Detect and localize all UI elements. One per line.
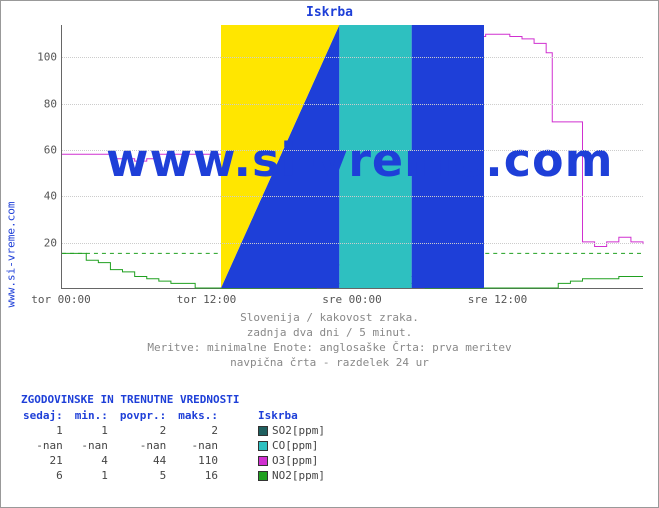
table-row: -nan-nan-nan-nanCO[ppm] [21, 438, 335, 453]
chart-caption: Slovenija / kakovost zraka.zadnja dva dn… [1, 311, 658, 370]
stats-cell: 110 [176, 453, 228, 468]
stats-cell: 21 [21, 453, 73, 468]
table-row: 1122SO2[ppm] [21, 423, 335, 438]
x-tick-label: sre 00:00 [322, 293, 382, 306]
stats-col-header: min.: [73, 408, 118, 423]
stats-block: ZGODOVINSKE IN TRENUTNE VREDNOSTI sedaj:… [21, 393, 335, 483]
stats-cell: 1 [73, 468, 118, 483]
stats-col-header: Iskrba [228, 408, 335, 423]
stats-cell: -nan [21, 438, 73, 453]
y-axis-label-text: www.si-vreme.com [5, 201, 18, 307]
y-tick-label: 40 [31, 190, 57, 203]
color-swatch [258, 471, 268, 481]
stats-cell: 4 [73, 453, 118, 468]
stats-table: sedaj:min.:povpr.:maks.:Iskrba 1122SO2[p… [21, 408, 335, 483]
y-tick-label: 20 [31, 236, 57, 249]
stats-col-header: povpr.: [118, 408, 176, 423]
gridline [62, 196, 643, 197]
series-label-cell: NO2[ppm] [228, 468, 335, 483]
stats-cell: 1 [21, 423, 73, 438]
series-label-cell: CO[ppm] [228, 438, 335, 453]
caption-line: zadnja dva dni / 5 minut. [1, 326, 658, 341]
x-tick-label: tor 12:00 [177, 293, 237, 306]
stats-cell: 1 [73, 423, 118, 438]
stats-cell: 2 [176, 423, 228, 438]
stats-col-header: sedaj: [21, 408, 73, 423]
y-tick-label: 60 [31, 144, 57, 157]
stats-title: ZGODOVINSKE IN TRENUTNE VREDNOSTI [21, 393, 335, 406]
table-row: 21444110O3[ppm] [21, 453, 335, 468]
x-tick-label: tor 00:00 [31, 293, 91, 306]
stats-cell: 2 [118, 423, 176, 438]
plot-svg [62, 25, 643, 288]
stats-header-row: sedaj:min.:povpr.:maks.:Iskrba [21, 408, 335, 423]
gridline [62, 104, 643, 105]
table-row: 61516NO2[ppm] [21, 468, 335, 483]
stats-cell: 5 [118, 468, 176, 483]
y-tick-label: 80 [31, 97, 57, 110]
color-swatch [258, 441, 268, 451]
stats-cell: 16 [176, 468, 228, 483]
stats-cell: 6 [21, 468, 73, 483]
plot-area: www.si-vreme.com [61, 25, 643, 289]
stats-cell: -nan [73, 438, 118, 453]
stats-cell: -nan [118, 438, 176, 453]
chart-title: Iskrba [1, 5, 658, 20]
stats-col-header: maks.: [176, 408, 228, 423]
caption-line: Slovenija / kakovost zraka. [1, 311, 658, 326]
y-axis-label-outer: www.si-vreme.com [3, 1, 19, 507]
color-swatch [258, 426, 268, 436]
stats-cell: -nan [176, 438, 228, 453]
gridline [62, 57, 643, 58]
y-tick-label: 100 [31, 51, 57, 64]
caption-line: Meritve: minimalne Enote: anglosaške Črt… [1, 341, 658, 356]
chart-frame: www.si-vreme.com Iskrba www.si-vreme.com… [0, 0, 659, 508]
x-tick-label: sre 12:00 [468, 293, 528, 306]
gridline [62, 150, 643, 151]
color-swatch [258, 456, 268, 466]
series-label-cell: O3[ppm] [228, 453, 335, 468]
gridline [62, 243, 643, 244]
series-label-cell: SO2[ppm] [228, 423, 335, 438]
caption-line: navpična črta - razdelek 24 ur [1, 356, 658, 371]
stats-cell: 44 [118, 453, 176, 468]
